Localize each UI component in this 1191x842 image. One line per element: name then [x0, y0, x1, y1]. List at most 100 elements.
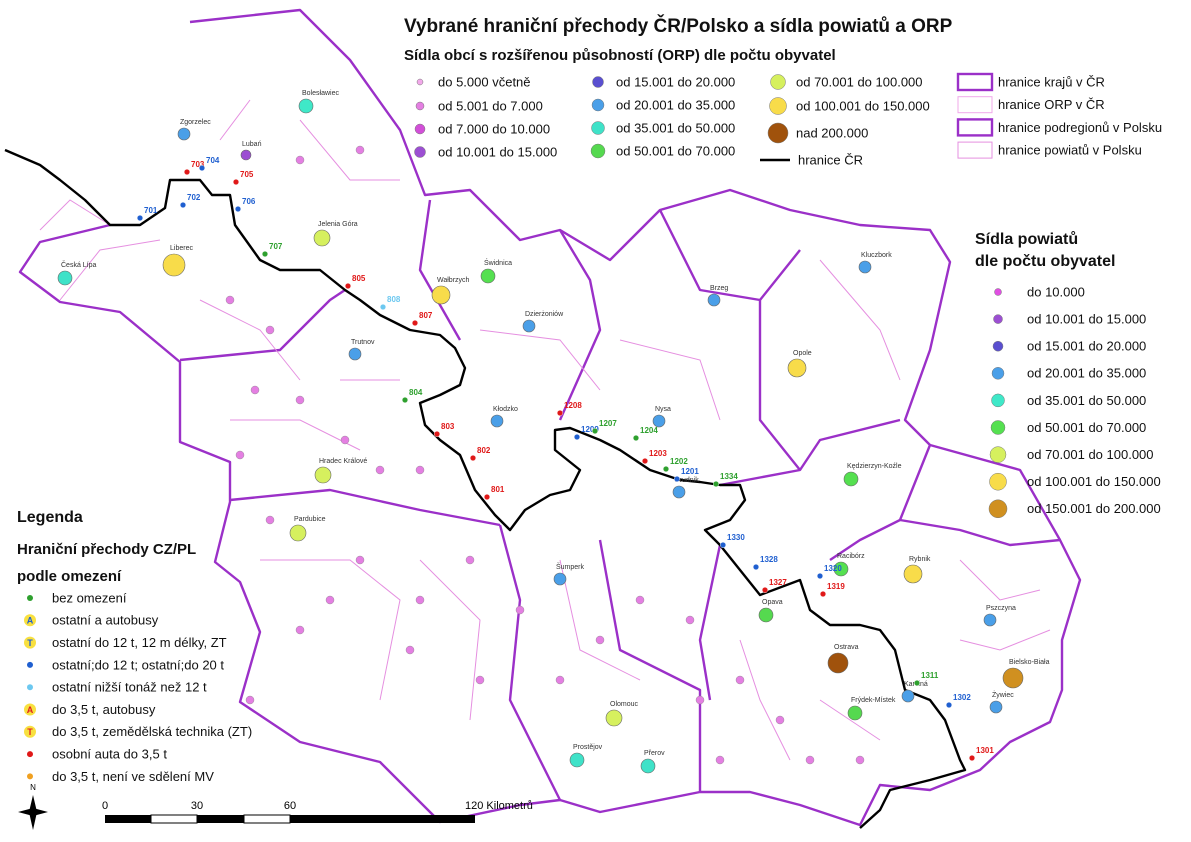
place-label: Kłodzko: [493, 406, 518, 413]
crossing-marker: [762, 587, 769, 594]
orp-dot: [465, 555, 475, 565]
legend-swatch: [993, 314, 1003, 324]
legend-swatch: [27, 595, 33, 601]
legend-label: ostatní;do 12 t; ostatní;do 20 t: [52, 657, 224, 672]
place-marker: [758, 607, 774, 623]
crossing-label: 1202: [670, 457, 688, 466]
orp-dot: [475, 675, 485, 685]
crossing-marker: [633, 435, 640, 442]
orp-dot: [735, 675, 745, 685]
crossing-label: 801: [491, 485, 505, 494]
crossing-marker: [183, 168, 190, 175]
legend-swatch: [27, 684, 33, 691]
legend-label: od 20.001 do 35.000: [1027, 366, 1146, 381]
legend-swatch: [591, 121, 605, 135]
place-label: Česká Lípa: [61, 260, 97, 269]
legend-swatch: [24, 725, 36, 738]
legend-swatch: [416, 78, 424, 86]
legend-swatch: [956, 72, 994, 92]
legend-label: od 70.001 do 100.000: [796, 74, 923, 89]
legend-label: ostatní do 12 t, 12 m délky, ZT: [52, 635, 227, 650]
place-label: Frýdek-Místek: [851, 697, 896, 704]
crossing-marker: [817, 573, 824, 580]
legend-label: do 3,5 t, autobusy: [52, 702, 156, 717]
legend-swatch: [27, 773, 33, 780]
crossing-marker: [234, 205, 241, 212]
place-marker: [490, 414, 504, 428]
orp-dot: [355, 555, 365, 565]
crossing-label: 802: [477, 446, 491, 455]
legend-swatch: [767, 122, 789, 144]
crossing-marker: [412, 320, 419, 327]
crossing-marker: [574, 434, 581, 441]
place-marker: [989, 700, 1003, 714]
legend-label: do 3,5 t, není ve sdělení MV: [52, 769, 214, 784]
legend-swatch: [991, 393, 1005, 408]
crossing-label: 1311: [921, 671, 939, 680]
crossing-marker: [720, 542, 727, 549]
orp-dot: [265, 515, 275, 525]
legend-label: od 50.001 do 70.000: [1027, 420, 1146, 435]
scale-label: 120 Kilometrů: [465, 800, 533, 812]
place-marker: [553, 572, 567, 586]
scale-label: 60: [284, 800, 296, 812]
place-label: Olomouc: [610, 701, 639, 708]
place-label: Liberec: [170, 245, 193, 252]
legend-swatch: [592, 76, 604, 88]
place-marker: [289, 524, 307, 542]
crossing-label: 808: [387, 295, 401, 304]
orp-dot: [340, 435, 350, 445]
place-marker: [314, 466, 332, 484]
orp-dot: [225, 295, 235, 305]
legend-symbol: T: [27, 727, 33, 737]
place-marker: [480, 268, 496, 284]
place-marker: [843, 471, 859, 487]
crossing-marker: [345, 283, 352, 290]
orp-line: [39, 99, 1051, 761]
region-outline: [18, 8, 1082, 827]
place-marker: [522, 319, 536, 333]
legend-swatch: [27, 661, 33, 668]
place-marker: [431, 285, 451, 305]
legend-swatch: [957, 96, 993, 114]
place-marker: [672, 485, 686, 499]
orp-dot: [805, 755, 815, 765]
legend-label: od 20.001 do 35.000: [616, 97, 735, 112]
orp-dot: [775, 715, 785, 725]
subtitle: Sídla obcí s rozšířenou působností (ORP)…: [404, 47, 836, 64]
crossing-label: 704: [206, 156, 220, 165]
place-marker: [162, 253, 186, 277]
orp-dot: [415, 465, 425, 475]
legend-label: od 15.001 do 20.000: [616, 74, 735, 89]
legend-label: od 70.001 do 100.000: [1027, 447, 1154, 462]
place-marker: [707, 293, 721, 307]
orp-dot: [685, 615, 695, 625]
legend-label: od 5.001 do 7.000: [438, 98, 543, 113]
crossing-label: 807: [419, 311, 433, 320]
legend-title: Hraniční přechody CZ/PL: [17, 541, 196, 558]
place-label: Wałbrzych: [437, 277, 470, 284]
crossing-marker: [484, 494, 491, 501]
place-label: Prudnik: [675, 477, 699, 484]
crossing-label: 803: [441, 422, 455, 431]
legend-label: od 15.001 do 20.000: [1027, 339, 1146, 354]
place-marker: [605, 709, 623, 727]
legend-label: hranice krajů v ČR: [998, 74, 1105, 89]
place-marker: [177, 127, 191, 141]
legend-swatch: [957, 141, 993, 159]
place-label: Ostrava: [834, 644, 859, 651]
crossing-label: 1319: [827, 582, 845, 591]
crossing-marker: [753, 564, 760, 571]
legend-label: ostatní a autobusy: [52, 613, 159, 628]
crossing-marker: [434, 431, 441, 438]
legend-swatch: [24, 703, 36, 716]
legend-symbol: A: [27, 705, 34, 715]
legend-swatch: [24, 614, 36, 627]
place-marker: [348, 347, 362, 361]
crossing-marker: [198, 164, 205, 171]
place-marker: [569, 752, 585, 768]
legend-swatch: [414, 146, 426, 158]
legend-swatch: [956, 118, 994, 137]
legend-swatch: [769, 97, 787, 115]
